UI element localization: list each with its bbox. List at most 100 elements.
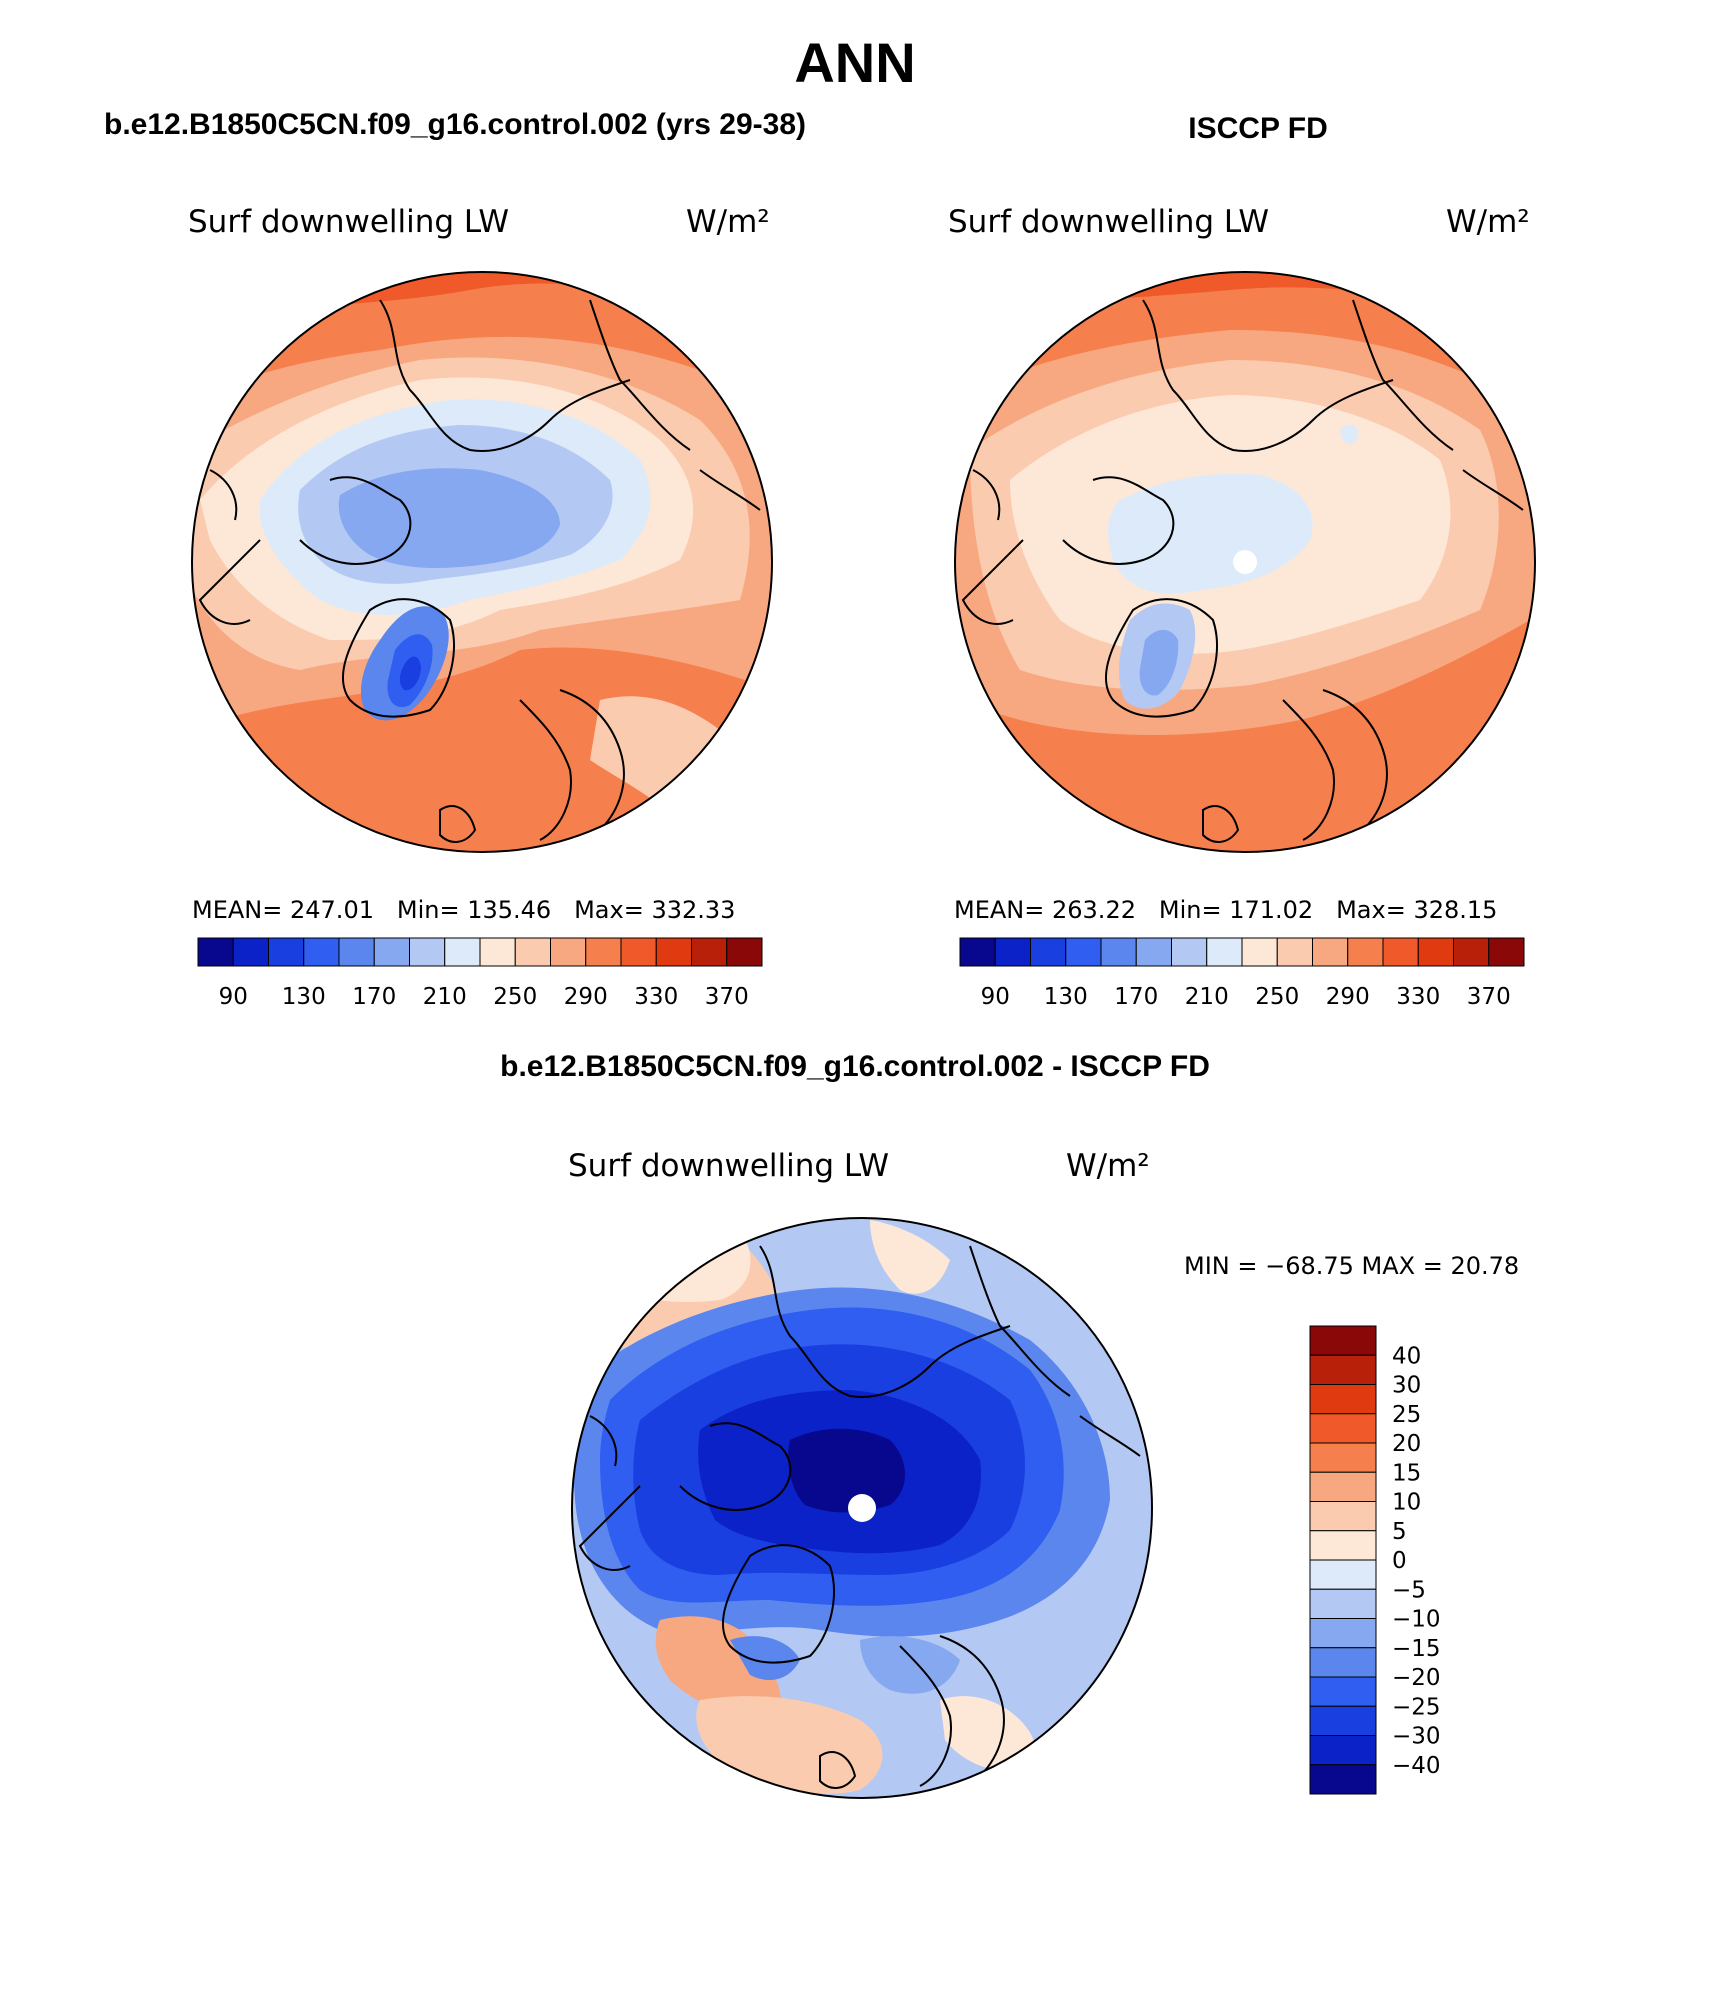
colorbar-swatch [691, 937, 728, 967]
colorbar-swatch [1488, 937, 1525, 967]
colorbar-swatch [959, 937, 996, 967]
colorbar-swatch [232, 937, 269, 967]
colorbar-swatch [1309, 1413, 1377, 1444]
colorbar-swatch [197, 937, 234, 967]
coastlines [198, 299, 761, 843]
colorbar-tick-label: −20 [1392, 1665, 1441, 1691]
min-label: Min= [1158, 896, 1222, 924]
mean-label: MEAN= [192, 896, 283, 924]
colorbar-tick-label: 130 [1044, 984, 1088, 1010]
colorbar-model: 90 130 170 210 250 290 330 370 [197, 937, 763, 1010]
colorbar-tick-label: 370 [705, 984, 749, 1010]
min-label: Min= [396, 896, 460, 924]
panel3-minmax: MIN = −68.75 MAX = 20.78 [1184, 1252, 1520, 1280]
colorbar-swatch [373, 937, 410, 967]
colorbar-tick-label: 210 [1185, 984, 1229, 1010]
colorbar-tick-label: −10 [1392, 1607, 1441, 1633]
colorbar-swatch [1309, 1559, 1377, 1590]
mean-value: 247.01 [290, 896, 374, 924]
colorbar-swatch [1171, 937, 1208, 967]
pole-hole [1233, 550, 1257, 574]
coastlines [578, 1245, 1141, 1789]
colorbar-tick-label: 0 [1392, 1548, 1407, 1574]
panel1-stats: MEAN= 247.01 Min= 135.46 Max= 332.33 [192, 896, 735, 924]
colorbar-swatch [1309, 1530, 1377, 1561]
map-boundary [954, 271, 1536, 853]
colorbar-tick-label: 5 [1392, 1519, 1407, 1545]
colorbar-tick-label: −25 [1392, 1694, 1441, 1720]
map-obs [954, 271, 1536, 853]
panel-model-title: b.e12.B1850C5CN.f09_g16.control.002 (yrs… [104, 108, 807, 141]
min-value: 135.46 [467, 896, 552, 924]
panel2-units-label: W/m² [1446, 204, 1530, 240]
colorbar-swatch [1309, 1705, 1377, 1736]
colorbar-swatch [1135, 937, 1172, 967]
map-model [191, 271, 773, 853]
colorbar-swatch [1309, 1647, 1377, 1678]
colorbar-tick-label: 25 [1392, 1402, 1421, 1428]
colorbar-swatch [1453, 937, 1490, 967]
colorbar-swatch [1309, 1354, 1377, 1385]
colorbar-swatch [585, 937, 622, 967]
colorbar-swatch [1309, 1442, 1377, 1473]
panel3-variable-label: Surf downwelling LW [568, 1148, 890, 1184]
colorbar-swatch [620, 937, 657, 967]
colorbar-swatch [1312, 937, 1349, 967]
mean-label: MEAN= [954, 896, 1045, 924]
colorbar-swatch [1309, 1676, 1377, 1707]
colorbar-tick-label: −30 [1392, 1724, 1441, 1750]
map-boundary [571, 1217, 1153, 1799]
colorbar-swatch [1030, 937, 1067, 967]
panel1-variable-label: Surf downwelling LW [188, 204, 510, 240]
pole-hole [848, 1494, 876, 1522]
colorbar-tick-label: 210 [423, 984, 467, 1010]
colorbar-swatch [444, 937, 481, 967]
panel-obs-title: ISCCP FD [1188, 112, 1328, 145]
panel2-stats: MEAN= 263.22 Min= 171.02 Max= 328.15 [954, 896, 1497, 924]
colorbar-tick-label: 40 [1392, 1343, 1421, 1369]
colorbar-tick-label: 330 [1396, 984, 1440, 1010]
colorbar-swatch [1309, 1588, 1377, 1619]
colorbar-swatch [1100, 937, 1137, 967]
max-value: 332.33 [651, 896, 736, 924]
colorbar-tick-label: 130 [282, 984, 326, 1010]
colorbar-tick-label: 250 [1255, 984, 1299, 1010]
colorbar-tick-label: −5 [1392, 1577, 1426, 1603]
panel-diff-title: b.e12.B1850C5CN.f09_g16.control.002 - IS… [500, 1050, 1210, 1083]
colorbar-swatch [1309, 1501, 1377, 1532]
colorbar-swatch [1309, 1764, 1377, 1795]
colorbar-swatch [550, 937, 587, 967]
colorbar-tick-label: −15 [1392, 1636, 1441, 1662]
colorbar-tick-label: 290 [1326, 984, 1370, 1010]
colorbar-swatch [338, 937, 375, 967]
colorbar-swatch [1382, 937, 1419, 967]
coastlines [961, 299, 1524, 843]
colorbar-tick-label: 370 [1467, 984, 1511, 1010]
colorbar-swatch [1309, 1471, 1377, 1502]
colorbar-tick-label: 15 [1392, 1460, 1421, 1486]
colorbar-tick-label: 250 [493, 984, 537, 1010]
max-label: Max= [1336, 896, 1406, 924]
colorbar-swatch [409, 937, 446, 967]
max-value: 328.15 [1413, 896, 1498, 924]
colorbar-swatch [1309, 1384, 1377, 1415]
colorbar-swatch [655, 937, 692, 967]
mean-value: 263.22 [1052, 896, 1136, 924]
colorbar-swatch [303, 937, 340, 967]
max-label: Max= [574, 896, 644, 924]
colorbar-swatch [1309, 1735, 1377, 1766]
colorbar-swatch [1309, 1618, 1377, 1649]
colorbar-swatch [1417, 937, 1454, 967]
colorbar-tick-label: 170 [352, 984, 396, 1010]
colorbar-tick-label: 30 [1392, 1373, 1421, 1399]
figure-title: ANN [794, 31, 916, 94]
colorbar-swatch [1065, 937, 1102, 967]
colorbar-difference: 40 30 25 20 15 10 5 0 −5 −10 −15 −20 −25 −30 −40 [1309, 1325, 1441, 1795]
colorbar-swatch [1276, 937, 1313, 967]
colorbar-tick-label: 20 [1392, 1431, 1421, 1457]
panel2-variable-label: Surf downwelling LW [948, 204, 1270, 240]
colorbar-tick-label: 90 [981, 984, 1010, 1010]
colorbar-swatch [726, 937, 763, 967]
colorbar-swatch [268, 937, 305, 967]
